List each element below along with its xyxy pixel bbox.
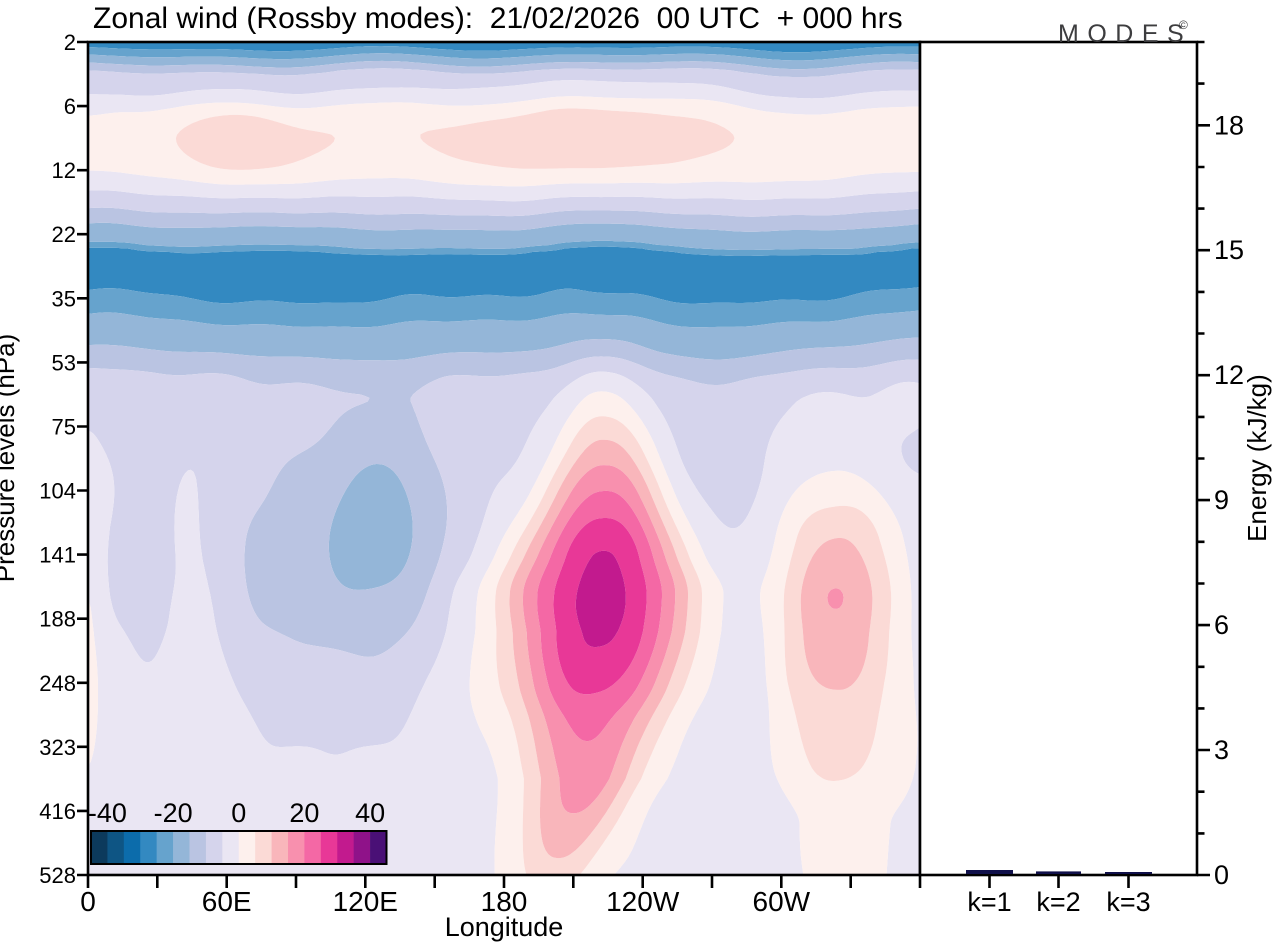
svg-text:0: 0 (231, 798, 246, 828)
svg-text:12: 12 (1214, 360, 1244, 390)
svg-text:Longitude: Longitude (445, 912, 564, 942)
svg-text:60W: 60W (753, 886, 811, 917)
svg-text:©: © (1179, 18, 1188, 32)
svg-text:12: 12 (52, 158, 76, 183)
svg-text:3: 3 (1214, 735, 1229, 765)
svg-text:20: 20 (289, 798, 319, 828)
svg-text:35: 35 (52, 286, 76, 311)
svg-text:53: 53 (52, 350, 76, 375)
svg-text:141: 141 (39, 543, 76, 568)
svg-text:60E: 60E (202, 886, 252, 917)
svg-text:528: 528 (39, 863, 76, 888)
svg-text:k=3: k=3 (1106, 887, 1150, 917)
svg-text:Energy (kJ/kg): Energy (kJ/kg) (1242, 374, 1272, 542)
svg-text:188: 188 (39, 607, 76, 632)
svg-text:k=2: k=2 (1036, 887, 1080, 917)
svg-text:323: 323 (39, 735, 76, 760)
svg-text:Pressure levels (hPa): Pressure levels (hPa) (0, 334, 20, 583)
svg-text:0: 0 (1214, 860, 1229, 890)
svg-text:-20: -20 (154, 798, 193, 828)
svg-text:75: 75 (52, 415, 76, 440)
svg-text:22: 22 (52, 222, 76, 247)
svg-text:120E: 120E (333, 886, 398, 917)
svg-text:-40: -40 (88, 798, 127, 828)
svg-text:15: 15 (1214, 235, 1244, 265)
svg-text:k=1: k=1 (967, 887, 1011, 917)
svg-text:104: 104 (39, 479, 76, 504)
svg-text:9: 9 (1214, 485, 1229, 515)
svg-text:248: 248 (39, 671, 76, 696)
svg-text:MODES: MODES (1058, 20, 1192, 48)
svg-text:416: 416 (39, 799, 76, 824)
svg-text:6: 6 (64, 94, 76, 119)
svg-text:120W: 120W (606, 886, 680, 917)
svg-text:0: 0 (80, 886, 96, 917)
svg-text:18: 18 (1214, 110, 1244, 140)
svg-text:Zonal wind (Rossby modes): 21: Zonal wind (Rossby modes): 21/02/2026 00… (93, 2, 903, 35)
svg-text:40: 40 (355, 798, 385, 828)
svg-text:6: 6 (1214, 610, 1229, 640)
svg-text:2: 2 (64, 30, 76, 55)
svg-text:180: 180 (481, 886, 528, 917)
